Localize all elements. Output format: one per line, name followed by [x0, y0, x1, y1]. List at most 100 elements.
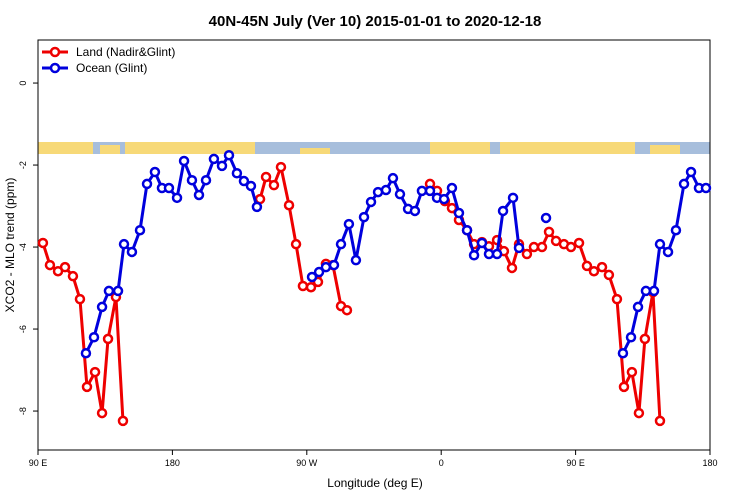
data-point	[648, 285, 660, 297]
data-point	[178, 155, 190, 167]
data-point	[626, 366, 638, 378]
legend-marker	[49, 62, 61, 74]
data-point	[438, 193, 450, 205]
data-point	[306, 271, 318, 283]
data-point	[453, 207, 465, 219]
land-ocean-strip	[38, 142, 710, 154]
data-point	[497, 205, 509, 217]
data-point	[618, 381, 630, 393]
data-point	[268, 179, 280, 191]
x-tick-label: 180	[702, 458, 717, 468]
data-point	[581, 260, 593, 272]
data-point	[103, 285, 115, 297]
data-point	[639, 333, 651, 345]
data-point	[283, 199, 295, 211]
data-point	[67, 270, 79, 282]
data-point	[335, 238, 347, 250]
data-point	[328, 259, 340, 271]
data-point	[171, 192, 183, 204]
data-point	[521, 248, 533, 260]
data-point	[536, 241, 548, 253]
data-point	[446, 182, 458, 194]
data-point	[617, 347, 629, 359]
data-point	[118, 238, 130, 250]
data-point	[208, 153, 220, 165]
y-tick-label: -2	[18, 161, 28, 169]
data-point	[305, 281, 317, 293]
data-point	[126, 246, 138, 258]
data-point	[358, 211, 370, 223]
legend-label: Land (Nadir&Glint)	[76, 45, 175, 59]
data-point	[625, 332, 637, 343]
x-tick-label: 180	[165, 458, 180, 468]
x-tick-label: 90 E	[29, 458, 48, 468]
data-point	[588, 265, 600, 277]
data-point	[394, 188, 406, 200]
data-point	[343, 218, 355, 230]
data-point	[37, 237, 49, 249]
data-point	[506, 262, 518, 274]
data-point	[74, 293, 86, 305]
x-tick-label: 90 W	[296, 458, 318, 468]
data-point	[700, 182, 712, 194]
data-point	[193, 189, 205, 201]
data-point	[223, 149, 235, 161]
data-point	[424, 185, 436, 197]
data-point	[540, 212, 552, 224]
data-point	[565, 241, 577, 253]
data-point	[117, 415, 129, 427]
data-point	[416, 185, 428, 197]
data-point	[380, 184, 392, 196]
data-point	[365, 196, 377, 208]
data-point	[409, 205, 421, 217]
data-point	[662, 246, 674, 258]
data-point	[96, 301, 108, 313]
data-point	[461, 224, 473, 236]
data-point	[670, 224, 682, 236]
data-point	[102, 333, 114, 345]
data-point	[186, 174, 198, 186]
data-point	[350, 254, 362, 266]
data-point	[603, 269, 615, 281]
series-line	[41, 165, 662, 421]
data-point	[528, 241, 540, 253]
plot-frame	[37, 39, 711, 451]
series-line	[84, 153, 706, 354]
data-point	[596, 261, 608, 273]
data-point	[80, 347, 92, 359]
data-point	[513, 242, 525, 254]
data-point	[260, 171, 272, 183]
data-point	[112, 285, 124, 297]
data-point	[141, 178, 153, 190]
data-point	[313, 266, 325, 278]
y-tick-label: -6	[18, 325, 28, 333]
data-point	[654, 238, 666, 250]
data-point	[59, 261, 71, 273]
chart-title: 40N-45N July (Ver 10) 2015-01-01 to 2020…	[209, 13, 542, 30]
y-axis-label: XCO2 - MLO trend (ppm)	[3, 178, 17, 313]
data-point	[290, 238, 302, 250]
x-tick-label: 90 E	[566, 458, 585, 468]
data-point	[483, 248, 495, 260]
x-axis-label: Longitude (deg E)	[327, 476, 422, 490]
data-point	[216, 160, 228, 172]
data-point	[245, 180, 257, 192]
data-point	[632, 301, 644, 313]
data-point	[654, 415, 666, 427]
legend-marker	[49, 46, 61, 58]
data-point	[387, 172, 399, 184]
data-point	[251, 201, 263, 213]
data-point	[341, 304, 353, 316]
data-point	[163, 182, 175, 194]
y-tick-label: -4	[18, 243, 28, 251]
y-tick-label: 0	[18, 81, 28, 86]
data-point	[275, 161, 287, 173]
data-point	[44, 259, 56, 271]
x-tick-label: 0	[439, 458, 444, 468]
data-point	[573, 237, 585, 249]
data-point	[96, 407, 108, 419]
data-point	[685, 166, 697, 178]
data-point	[468, 250, 480, 261]
